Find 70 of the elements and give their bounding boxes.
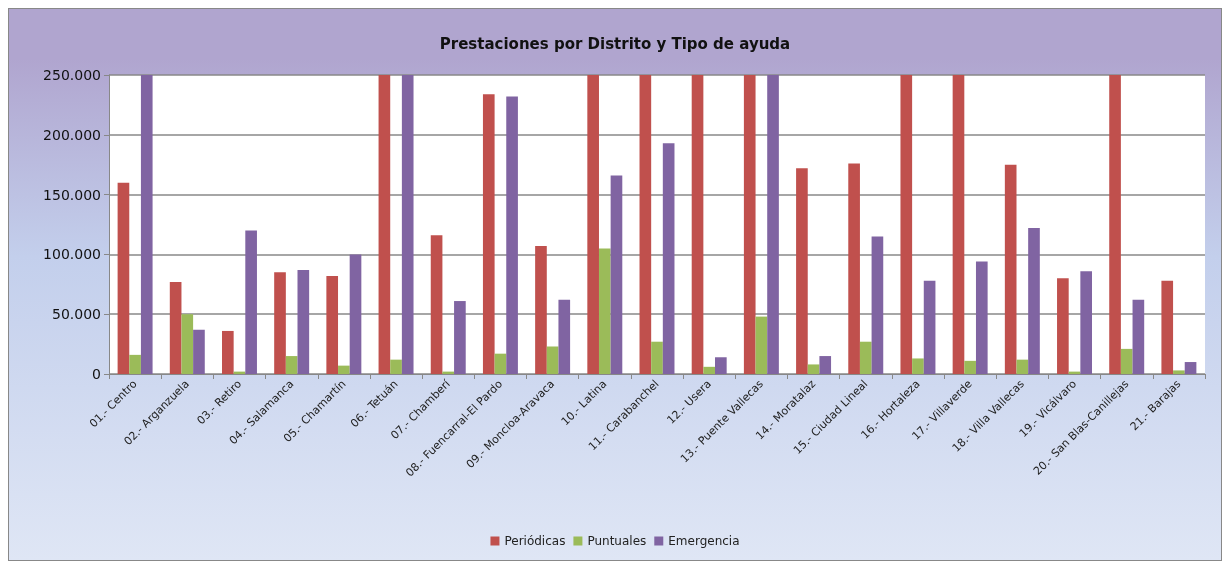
bar	[900, 75, 913, 374]
bar	[140, 75, 153, 374]
bar	[430, 235, 443, 374]
bar	[1184, 362, 1197, 374]
bar	[349, 254, 362, 374]
bar	[796, 168, 808, 374]
bar	[715, 357, 727, 374]
bar	[691, 75, 704, 374]
bar	[1004, 164, 1017, 374]
bar	[703, 366, 716, 374]
bar	[598, 248, 611, 374]
bar	[1016, 359, 1029, 374]
bar	[506, 96, 518, 374]
bar	[807, 364, 820, 374]
bar	[1057, 278, 1069, 374]
bar	[482, 94, 495, 374]
bar	[662, 143, 675, 374]
bar	[755, 316, 768, 374]
bar	[952, 75, 965, 374]
bar	[326, 275, 339, 374]
legend-label: Periódicas	[504, 534, 566, 548]
y-tick-label: 100.000	[43, 246, 101, 263]
bar	[558, 299, 571, 374]
bar	[181, 314, 194, 374]
bar	[923, 280, 936, 374]
bar	[494, 353, 507, 374]
bar	[1109, 75, 1121, 374]
bar	[1080, 271, 1093, 374]
bar	[859, 341, 872, 374]
bar	[1173, 370, 1185, 374]
bar	[401, 75, 414, 374]
bar	[454, 301, 466, 374]
bar	[819, 356, 832, 374]
bar	[651, 341, 663, 374]
y-tick-label: 0	[92, 366, 101, 382]
legend-label: Emergencia	[668, 534, 740, 548]
chart-title: Prestaciones por Distrito y Tipo de ayuda	[439, 34, 791, 53]
bar	[169, 281, 182, 374]
bar	[610, 175, 623, 374]
bar	[245, 230, 257, 374]
y-tick-label: 200.000	[43, 126, 101, 143]
bar	[871, 236, 884, 374]
bar	[546, 346, 559, 374]
bar	[848, 163, 860, 374]
bar	[221, 330, 234, 374]
y-tick-label: 150.000	[43, 186, 101, 203]
bar	[587, 75, 599, 374]
bar	[964, 360, 976, 374]
bar	[297, 269, 310, 374]
bar	[1132, 299, 1145, 374]
bar	[338, 365, 350, 374]
bar	[975, 261, 988, 374]
bar	[193, 329, 205, 374]
bar	[378, 75, 391, 374]
legend-label: Puntuales	[587, 534, 647, 548]
bar	[767, 75, 779, 374]
y-tick-label: 250.000	[43, 67, 101, 83]
y-tick-label: 50.000	[52, 306, 101, 323]
bar	[285, 356, 298, 374]
bar	[1028, 228, 1040, 374]
bar	[639, 75, 652, 374]
bar	[535, 246, 547, 374]
bar	[117, 182, 130, 374]
bar	[129, 354, 141, 374]
bar	[274, 272, 286, 374]
bar	[390, 359, 402, 374]
bar	[1120, 348, 1133, 374]
bar	[912, 358, 924, 374]
bar	[1161, 280, 1174, 374]
bar	[743, 75, 756, 374]
